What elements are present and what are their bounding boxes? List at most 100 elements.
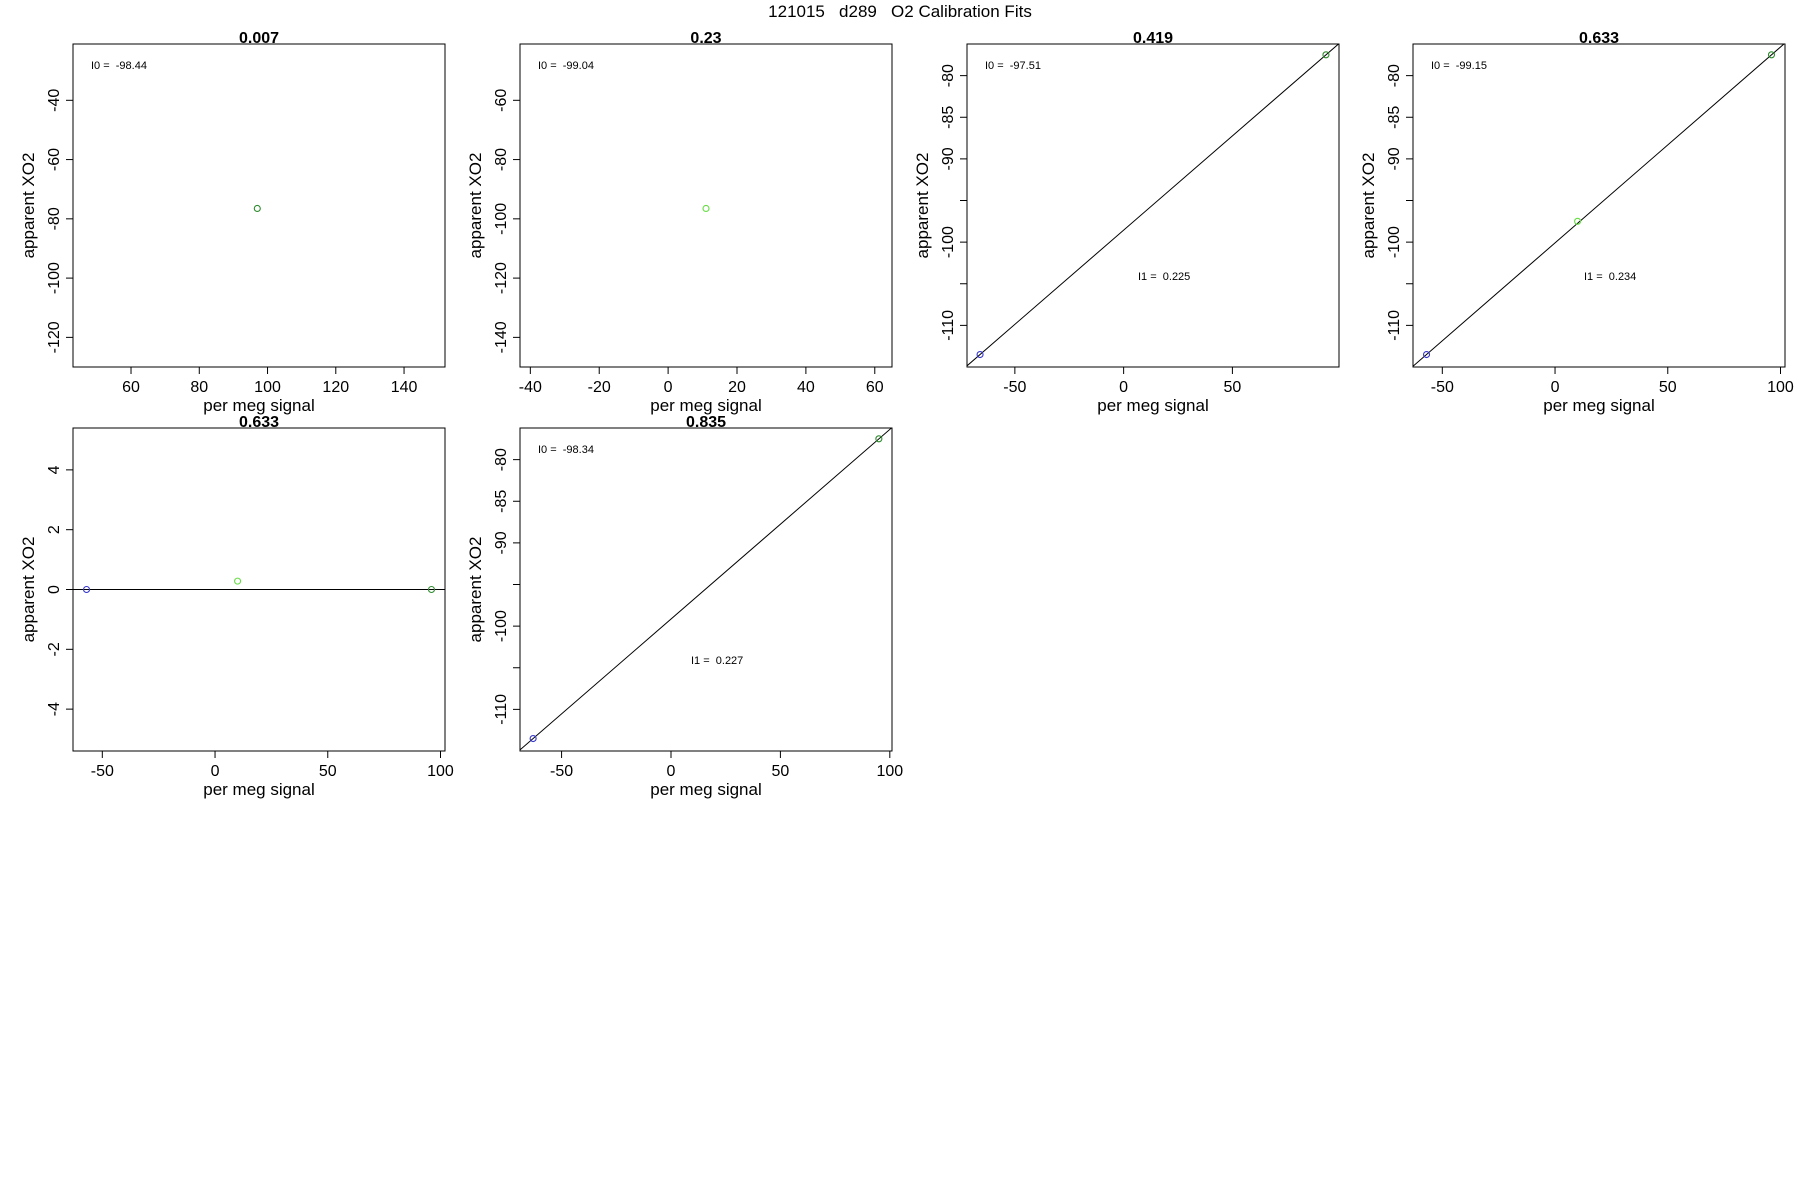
plot-frame (966, 43, 1340, 368)
y-tick-label: -80 (46, 207, 63, 230)
x-axis-label: per meg signal (650, 780, 762, 799)
x-tick-label: 120 (322, 379, 349, 396)
chart-panel: 0.23 -40 -20 0 20 40 60 -60 -80 -100 -120 -140 per m… (466, 30, 893, 415)
plot-frame (1412, 43, 1786, 368)
y-tick-label: -85 (1386, 106, 1403, 129)
x-tick-label: 0 (667, 763, 676, 780)
fit-line (1413, 44, 1785, 367)
x-tick-label: -50 (1431, 379, 1454, 396)
data-point (702, 204, 710, 213)
x-tick-label: 50 (1224, 379, 1242, 396)
data-point (529, 734, 537, 743)
x-tick-label: 40 (797, 379, 815, 396)
y-axis-label: apparent XO2 (913, 153, 932, 259)
x-tick-label: 50 (1659, 379, 1677, 396)
data-point (234, 577, 242, 585)
data-point (1422, 350, 1431, 359)
fit-annotation: I0 = -97.51 (985, 60, 1041, 72)
y-tick-label: -90 (940, 147, 957, 170)
x-tick-label: 60 (866, 379, 884, 396)
x-tick-label: 100 (254, 379, 281, 396)
fit-annotation: I0 = -99.04 (538, 60, 594, 72)
y-tick-label: -90 (1386, 147, 1403, 170)
fit-annotation: I0 = -98.34 (538, 444, 594, 456)
y-tick-label: -100 (46, 262, 63, 294)
data-point (253, 204, 261, 213)
x-tick-label: -40 (519, 379, 542, 396)
y-tick-label: -110 (493, 694, 510, 725)
x-tick-label: 80 (190, 379, 208, 396)
plot-frame (519, 427, 893, 752)
x-axis-label: per meg signal (203, 780, 315, 799)
x-axis-label: per meg signal (650, 396, 762, 415)
x-tick-label: 0 (664, 379, 673, 396)
y-tick-label: -100 (940, 226, 957, 258)
y-tick-label: -100 (493, 203, 510, 235)
plot-frame (519, 43, 893, 368)
chart-panel: 0.419 -50 0 50 -80 -85 -90 -100 -110 per meg sign… (913, 30, 1340, 415)
y-tick-label: -40 (46, 89, 63, 112)
data-point (875, 435, 883, 443)
y-tick-label: -100 (1386, 226, 1403, 258)
y-tick-label: -90 (493, 531, 510, 554)
fit-annotation: I0 = -98.44 (91, 60, 147, 72)
chart-title: 0.23 (690, 30, 721, 47)
x-tick-label: 100 (1767, 379, 1794, 396)
data-point (1322, 51, 1330, 59)
chart-panel: 0.835 -50 0 50 100 -80 -85 -90 -100 -110 per meg s… (466, 414, 903, 799)
x-tick-label: 100 (427, 763, 454, 780)
chart-title: 0.835 (686, 414, 726, 431)
data-point (1574, 217, 1582, 225)
chart-title: 0.419 (1133, 30, 1173, 47)
y-axis-label: apparent XO2 (19, 537, 38, 643)
y-axis-label: apparent XO2 (466, 537, 485, 643)
y-tick-label: -60 (493, 89, 510, 112)
x-tick-label: -50 (91, 763, 114, 780)
y-axis-label: apparent XO2 (19, 153, 38, 259)
y-tick-label: -85 (940, 106, 957, 129)
x-tick-label: 50 (319, 763, 337, 780)
fit-annotation: I1 = 0.227 (691, 655, 743, 667)
fit-annotation: I0 = -99.15 (1431, 60, 1487, 72)
y-tick-label: -80 (940, 64, 957, 87)
y-tick-label: -80 (493, 148, 510, 171)
x-axis-label: per meg signal (1543, 396, 1655, 415)
y-tick-label: -80 (1386, 64, 1403, 87)
x-tick-label: 140 (391, 379, 418, 396)
x-tick-label: 0 (1551, 379, 1560, 396)
x-tick-label: 0 (1119, 379, 1128, 396)
y-tick-label: 4 (46, 465, 63, 474)
chart-title: 0.633 (1579, 30, 1619, 47)
x-tick-label: 0 (211, 763, 220, 780)
chart-panel: 0.633 -50 0 50 100 -80 -85 -90 -100 -110 per meg s… (1359, 30, 1794, 415)
data-point (976, 350, 984, 359)
page-title: 121015 d289 O2 Calibration Fits (768, 2, 1032, 21)
y-tick-label: 0 (46, 585, 63, 594)
y-tick-label: -60 (46, 148, 63, 171)
x-tick-label: -50 (550, 763, 573, 780)
data-point (1767, 51, 1776, 59)
data-point (427, 585, 436, 594)
x-tick-label: 50 (772, 763, 790, 780)
x-axis-label: per meg signal (1097, 396, 1209, 415)
y-tick-label: -80 (493, 448, 510, 471)
y-tick-label: -4 (46, 702, 63, 716)
y-axis-label: apparent XO2 (1359, 153, 1378, 259)
y-axis-label: apparent XO2 (466, 153, 485, 259)
fit-annotation: I1 = 0.234 (1584, 271, 1636, 283)
x-tick-label: -50 (1003, 379, 1026, 396)
y-tick-label: -2 (46, 642, 63, 656)
x-tick-label: 100 (876, 763, 903, 780)
fit-annotation: I1 = 0.225 (1138, 271, 1190, 283)
y-tick-label: -140 (493, 321, 510, 353)
chart-title: 0.007 (239, 30, 279, 47)
y-tick-label: -85 (493, 490, 510, 513)
x-tick-label: -20 (588, 379, 611, 396)
y-tick-label: -100 (493, 610, 510, 642)
y-tick-label: -110 (1386, 310, 1403, 341)
x-tick-label: 20 (728, 379, 746, 396)
fit-line (967, 44, 1339, 367)
y-tick-label: 2 (46, 525, 63, 534)
y-tick-label: -120 (46, 321, 63, 353)
